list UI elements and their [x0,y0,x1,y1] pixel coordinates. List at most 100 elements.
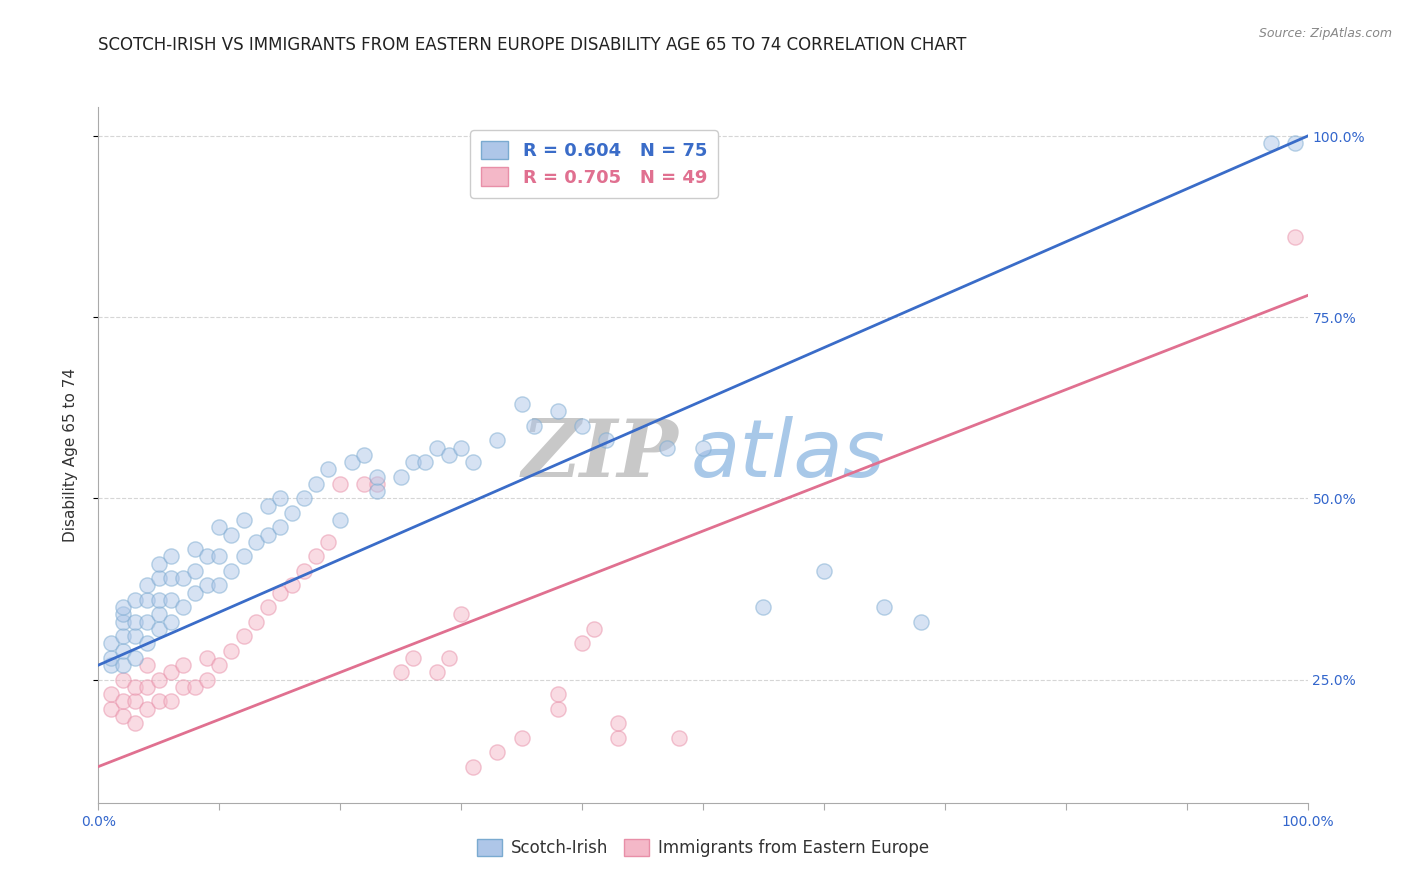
Point [135,593,157,607]
Point [148,694,170,708]
Point [172,680,194,694]
Point [148,622,170,636]
Point [245,535,267,549]
Point [450,441,472,455]
Point [752,600,775,615]
Point [184,542,207,557]
Point [208,658,231,673]
Point [1260,136,1282,151]
Point [256,499,278,513]
Point [195,651,218,665]
Point [135,636,157,650]
Point [172,571,194,585]
Point [148,571,170,585]
Point [329,513,352,527]
Point [111,629,134,643]
Point [160,615,183,629]
Point [124,680,146,694]
Point [342,455,364,469]
Point [910,615,932,629]
Point [124,694,146,708]
Legend: Scotch-Irish, Immigrants from Eastern Europe: Scotch-Irish, Immigrants from Eastern Eu… [471,832,935,864]
Point [269,585,291,599]
Point [668,731,690,745]
Point [100,636,122,650]
Point [100,701,122,715]
Point [389,665,412,680]
Point [184,585,207,599]
Point [135,615,157,629]
Point [366,484,388,499]
Point [148,673,170,687]
Point [813,564,835,578]
Point [463,759,485,773]
Point [160,549,183,564]
Point [111,600,134,615]
Point [426,441,449,455]
Point [195,673,218,687]
Point [111,694,134,708]
Point [437,448,460,462]
Point [208,520,231,534]
Point [111,673,134,687]
Point [547,687,569,701]
Point [873,600,896,615]
Point [148,557,170,571]
Point [232,513,254,527]
Point [292,491,315,506]
Point [269,491,291,506]
Point [184,680,207,694]
Point [184,564,207,578]
Point [124,629,146,643]
Point [111,607,134,622]
Point [607,731,630,745]
Point [510,731,533,745]
Point [523,419,546,434]
Point [426,665,449,680]
Point [305,476,328,491]
Point [111,658,134,673]
Point [221,564,243,578]
Point [100,658,122,673]
Point [124,593,146,607]
Point [607,716,630,731]
Point [100,651,122,665]
Point [208,578,231,592]
Point [232,629,254,643]
Point [221,643,243,657]
Point [111,615,134,629]
Point [1284,230,1306,244]
Point [111,643,134,657]
Point [160,665,183,680]
Point [135,680,157,694]
Point [172,658,194,673]
Text: SCOTCH-IRISH VS IMMIGRANTS FROM EASTERN EUROPE DISABILITY AGE 65 TO 74 CORRELATI: SCOTCH-IRISH VS IMMIGRANTS FROM EASTERN … [98,36,967,54]
Point [353,476,375,491]
Point [256,527,278,541]
Point [135,658,157,673]
Point [195,549,218,564]
Point [292,564,315,578]
Point [366,469,388,483]
Point [208,549,231,564]
Text: ZIP: ZIP [522,417,679,493]
Y-axis label: Disability Age 65 to 74: Disability Age 65 to 74 [63,368,77,542]
Point [583,622,606,636]
Point [366,476,388,491]
Point [100,687,122,701]
Point [135,701,157,715]
Point [571,419,593,434]
Point [148,593,170,607]
Point [1284,136,1306,151]
Point [245,615,267,629]
Point [413,455,436,469]
Point [547,404,569,418]
Point [135,578,157,592]
Point [547,701,569,715]
Point [402,651,425,665]
Point [148,607,170,622]
Point [389,469,412,483]
Point [195,578,218,592]
Point [124,651,146,665]
Point [486,434,509,448]
